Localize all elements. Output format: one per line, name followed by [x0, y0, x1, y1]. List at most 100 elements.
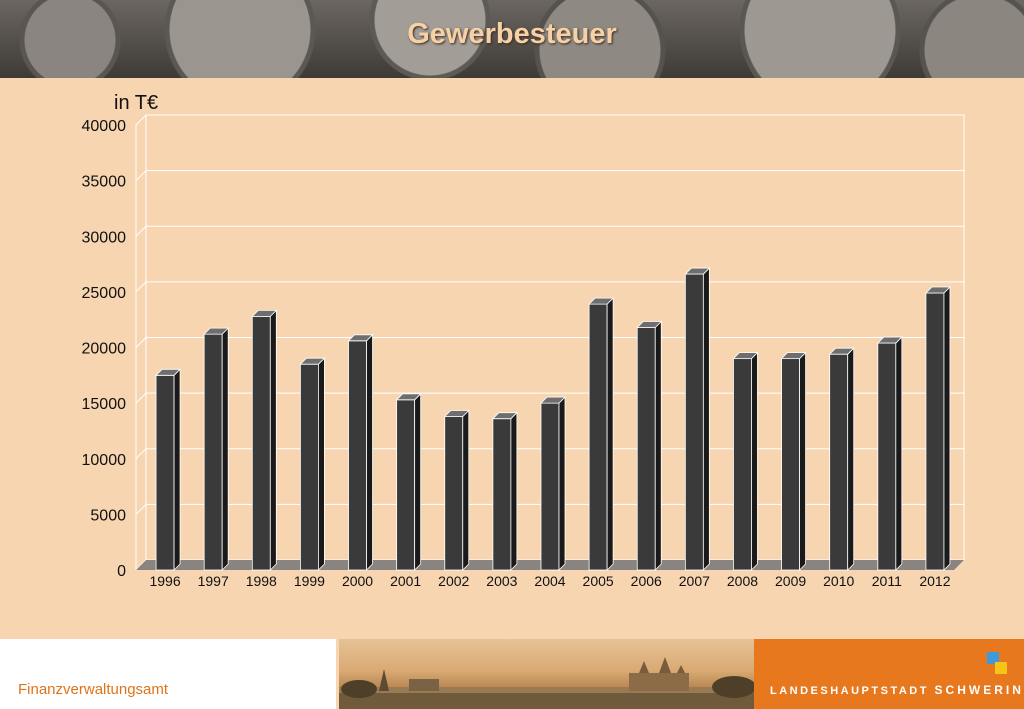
bar-top [203, 327, 230, 335]
bar-front [781, 358, 800, 571]
y-axis-unit-label: in T€ [114, 92, 159, 114]
x-tick-label: 1997 [198, 573, 229, 589]
bar-2000 [347, 333, 374, 571]
bar-side [462, 409, 470, 571]
y-tick-label: 0 [117, 563, 126, 580]
bar-front [444, 416, 464, 571]
city-skyline-image [339, 657, 754, 709]
bar-2006 [636, 320, 663, 571]
bar-front [203, 333, 223, 571]
bar-side [654, 320, 662, 571]
y-tick-label: 35000 [82, 174, 127, 191]
bar-top [299, 357, 326, 365]
y-tick-label: 5000 [90, 507, 126, 524]
bar-front [829, 353, 849, 571]
y-tick-label: 15000 [82, 396, 127, 413]
bar-top [491, 412, 518, 420]
footer-city-photo [339, 639, 754, 709]
gridline-side [135, 225, 147, 237]
bar-top [684, 267, 711, 275]
bar-top [876, 336, 903, 344]
bar-side [318, 357, 325, 571]
x-tick-label: 1999 [294, 573, 325, 589]
bar-front [492, 418, 512, 571]
gridline-side [135, 448, 147, 460]
gridline-side [135, 170, 147, 181]
header-coin-banner [0, 0, 1024, 78]
footer-department-label: Finanzverwaltungsamt [18, 681, 169, 698]
bar-top [395, 393, 422, 401]
chart-bars [155, 267, 951, 571]
gridline-side [135, 114, 147, 126]
bar-front [636, 327, 656, 571]
bar-2007 [684, 267, 711, 571]
bar-top [588, 297, 615, 305]
bar-front [925, 292, 945, 571]
bar-side [799, 351, 806, 571]
bar-2005 [588, 297, 615, 571]
bar-2002 [443, 409, 470, 571]
bar-top [155, 368, 182, 376]
x-tick-label: 2009 [775, 573, 806, 589]
bar-2011 [876, 336, 903, 571]
bar-side [558, 396, 566, 571]
bar-top [924, 286, 951, 294]
bar-front [540, 402, 560, 571]
logo-blue-square-icon [987, 652, 999, 664]
bar-side [847, 347, 855, 571]
y-tick-label: 30000 [82, 229, 127, 246]
gridline-side [135, 392, 147, 404]
bar-side [702, 267, 710, 571]
bar-side [895, 336, 903, 571]
bar-2003 [491, 411, 518, 571]
bar-top [540, 396, 566, 404]
footer-left-panel [0, 639, 336, 709]
city-logo-text: LANDESHAUPTSTADT SCHWERIN [770, 683, 1024, 697]
bar-side [269, 309, 277, 571]
bar-front [877, 342, 897, 571]
bar-side [751, 351, 758, 571]
x-tick-label: 2012 [919, 573, 950, 589]
bar-side [606, 297, 614, 571]
bar-front [155, 374, 175, 571]
bar-front [684, 273, 704, 571]
x-tick-label: 2002 [438, 573, 469, 589]
bar-chart: 0 5000 10000 15000 20000 25000 30000 35000 40000… [82, 114, 965, 589]
x-tick-label: 2000 [342, 573, 373, 589]
bar-2004 [540, 396, 566, 571]
bar-side [366, 333, 373, 571]
x-tick-label: 2011 [872, 573, 902, 589]
bar-side [414, 392, 422, 571]
bar-top [732, 352, 759, 360]
bar-1998 [251, 309, 278, 571]
bar-1999 [299, 357, 326, 571]
bar-1997 [203, 327, 230, 571]
bar-top [780, 352, 807, 360]
bar-top [636, 321, 663, 328]
bar-front [251, 315, 271, 571]
city-logo-panel: LANDESHAUPTSTADT SCHWERIN [754, 639, 1024, 709]
y-tick-label: 25000 [82, 285, 127, 302]
gridline-side [135, 337, 147, 348]
y-axis-ticks: 0 5000 10000 15000 20000 25000 30000 35000 40000 [82, 118, 127, 580]
bar-top [347, 334, 374, 342]
page-title: Gewerbesteuer [407, 18, 617, 50]
bar-front [588, 303, 608, 571]
x-axis-ticks: 1996 1997 1998 1999 2000 2001 2002 2003 2004 2005… [149, 573, 950, 589]
x-tick-label: 2006 [631, 573, 662, 589]
bar-front [396, 399, 416, 571]
bar-top [251, 309, 278, 317]
bar-top [828, 347, 855, 355]
gridline-side [135, 504, 147, 515]
bar-front [300, 363, 319, 571]
bar-2010 [828, 347, 855, 571]
bar-side [943, 286, 951, 571]
bar-2009 [780, 351, 807, 571]
y-tick-label: 10000 [82, 452, 127, 469]
bar-front [348, 340, 367, 571]
bar-1996 [155, 368, 182, 571]
bar-side [510, 411, 518, 571]
x-tick-label: 2003 [486, 573, 517, 589]
x-tick-label: 2007 [679, 573, 710, 589]
bar-side [173, 368, 181, 571]
